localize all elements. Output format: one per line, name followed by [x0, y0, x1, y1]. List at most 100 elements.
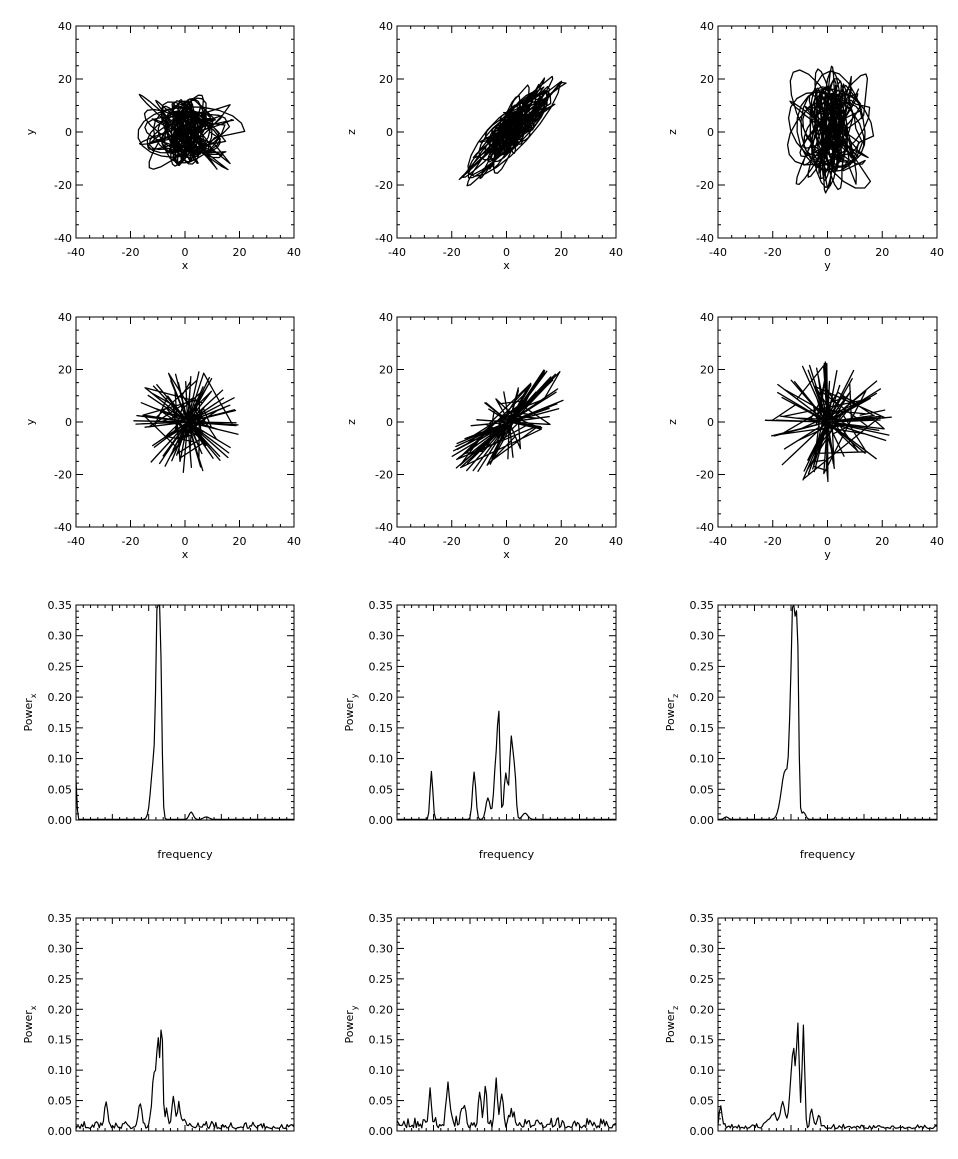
y-tick-label: 20 — [379, 364, 393, 377]
y-tick-label: 0.15 — [690, 1034, 715, 1047]
y-tick-label: 0.30 — [690, 630, 715, 643]
y-tick-label: 0.10 — [690, 753, 715, 766]
x-tick-label: 0 — [503, 535, 510, 548]
x-tick-label: 20 — [233, 246, 247, 259]
y-axis-label: y — [24, 418, 37, 425]
y-tick-label: 40 — [58, 20, 72, 33]
y-tick-label: 40 — [700, 20, 714, 33]
chart-orbit-yz-1: -40 -20 0 20 40 -40 -20 0 20 40 y z — [666, 20, 944, 272]
y-axis-label: Powerz — [664, 1006, 680, 1043]
x-axis-label: frequency — [157, 848, 213, 861]
y-axis-label-text: Power — [343, 698, 356, 732]
data-curve — [396, 1077, 617, 1129]
y-tick-label: -20 — [696, 469, 714, 482]
x-axis-label: x — [182, 259, 189, 272]
y-tick-label: 0.10 — [690, 1064, 715, 1077]
x-tick-label: 40 — [930, 535, 944, 548]
x-tick-label: -20 — [122, 246, 140, 259]
data-curve — [786, 65, 875, 194]
y-tick-label: 0.00 — [690, 1125, 715, 1138]
y-tick-label: 40 — [700, 311, 714, 324]
y-tick-label: 0.35 — [690, 912, 715, 925]
chart-power-z-1: 0.00 0.05 0.10 0.15 0.20 0.25 0.30 0.35 frequenc… — [664, 599, 938, 861]
plot-frame — [75, 604, 295, 821]
chart-orbit-xz-2: -40 -20 0 20 40 -40 -20 0 20 40 x z — [345, 311, 623, 561]
y-tick-label: -20 — [696, 179, 714, 192]
chart-orbit-xy-2: -40 -20 0 20 40 -40 -20 0 20 40 x y — [24, 311, 301, 561]
x-tick-label: 40 — [609, 535, 623, 548]
y-axis-label-subscript: z — [671, 1006, 680, 1010]
y-tick-label: 0.15 — [690, 722, 715, 735]
y-tick-label: 0.35 — [48, 599, 73, 612]
y-tick-label: 0 — [386, 126, 393, 139]
x-tick-label: -40 — [67, 246, 85, 259]
x-tick-label: 40 — [287, 246, 301, 259]
y-axis-label-text: Power — [22, 1010, 35, 1044]
data-curve — [458, 75, 567, 187]
data-curve — [75, 604, 294, 820]
x-tick-label: -20 — [443, 246, 461, 259]
y-axis-label-text: z — [666, 419, 679, 425]
y-tick-label: 0.25 — [369, 973, 394, 986]
y-axis-label-text: z — [666, 129, 679, 135]
y-tick-label: -40 — [696, 521, 714, 534]
data-curve — [133, 371, 239, 473]
data-curve — [137, 93, 246, 171]
y-tick-label: -20 — [375, 469, 393, 482]
y-axis-label: y — [24, 128, 37, 135]
x-tick-label: 0 — [503, 246, 510, 259]
y-axis-label-text: z — [345, 129, 358, 135]
y-tick-label: 0.00 — [690, 814, 715, 827]
y-axis-label-text: Power — [22, 698, 35, 732]
y-tick-label: 20 — [379, 73, 393, 86]
x-tick-label: 20 — [875, 535, 889, 548]
x-tick-label: 0 — [182, 246, 189, 259]
x-axis-label: x — [503, 259, 510, 272]
chart-power-z-2: 0.000.050.100.150.200.250.300.35frequenc… — [664, 912, 938, 1138]
y-tick-label: -40 — [375, 232, 393, 245]
y-tick-label: 40 — [58, 311, 72, 324]
y-tick-label: 0.05 — [690, 1095, 715, 1108]
y-tick-label: 0.00 — [369, 1125, 394, 1138]
data-curve — [451, 369, 564, 472]
y-tick-label: 0.20 — [48, 691, 73, 704]
y-axis-label-text: z — [345, 419, 358, 425]
y-tick-label: 0.30 — [369, 942, 394, 955]
y-tick-label: 20 — [700, 364, 714, 377]
y-tick-label: 0 — [707, 126, 714, 139]
y-axis-label-subscript: z — [671, 694, 680, 698]
y-tick-label: 0.20 — [369, 1003, 394, 1016]
y-tick-label: 0.05 — [369, 1095, 394, 1108]
x-tick-label: -20 — [764, 535, 782, 548]
x-axis-label: x — [503, 548, 510, 561]
y-tick-label: 0 — [65, 126, 72, 139]
data-curve — [718, 604, 937, 820]
y-axis-label: Powerx — [22, 693, 38, 731]
x-tick-label: 0 — [824, 246, 831, 259]
y-axis-label-text: y — [24, 418, 37, 425]
y-tick-label: 0.30 — [48, 942, 73, 955]
x-tick-label: -40 — [67, 535, 85, 548]
y-tick-label: 0.05 — [48, 1095, 73, 1108]
chart-orbit-xz-1: -40 -20 0 20 40 -40 -20 0 20 40 x z — [345, 20, 623, 272]
y-tick-label: 0.30 — [369, 630, 394, 643]
y-tick-label: 0.15 — [369, 722, 394, 735]
y-tick-label: 0.05 — [369, 783, 394, 796]
x-tick-label: -40 — [709, 535, 727, 548]
y-axis-label: z — [666, 419, 679, 425]
y-axis-label-text: Power — [343, 1010, 356, 1044]
y-tick-label: 0.05 — [690, 783, 715, 796]
chart-orbit-yz-2: -40 -20 0 20 40 -40 -20 0 20 40 y z — [666, 311, 944, 561]
y-tick-label: 0.20 — [369, 691, 394, 704]
plot-frame — [75, 917, 295, 1132]
y-tick-label: 0.35 — [690, 599, 715, 612]
chart-power-y-2: 0.000.050.100.150.200.250.300.35frequenc… — [343, 912, 617, 1138]
y-axis-label: Powery — [343, 1005, 359, 1043]
y-tick-label: 0.20 — [690, 1003, 715, 1016]
y-tick-label: 0.20 — [690, 691, 715, 704]
x-tick-label: -20 — [122, 535, 140, 548]
y-tick-label: -40 — [696, 232, 714, 245]
x-tick-label: 20 — [554, 246, 568, 259]
y-tick-label: 0.25 — [48, 660, 73, 673]
x-axis-label: frequency — [479, 848, 535, 861]
